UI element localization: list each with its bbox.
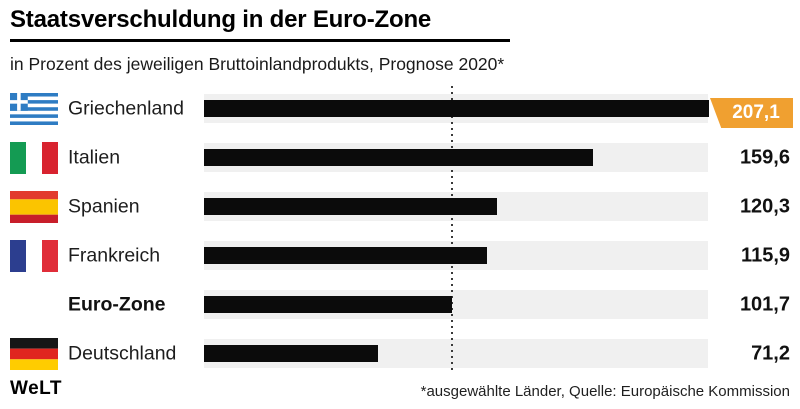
chart-title: Staatsverschuldung in der Euro-Zone <box>10 6 432 33</box>
value-label: 115,9 <box>741 244 790 266</box>
bar <box>204 345 378 362</box>
bar-area <box>204 280 708 329</box>
chart-row: Italien 159,6 <box>0 133 800 182</box>
welt-logo: WeLT <box>10 378 62 399</box>
country-label: Euro-Zone <box>68 293 166 315</box>
bar-area <box>204 84 709 133</box>
bar-area <box>204 329 708 378</box>
germany-flag-icon <box>10 337 58 370</box>
highlight-badge: 207,1 <box>710 98 793 128</box>
value-label: 159,6 <box>739 146 790 168</box>
value-label: 71,2 <box>751 342 790 364</box>
chart-rows: Griechenland 207,1 Italien 159,6 Spanien… <box>0 84 800 378</box>
bar-area <box>204 182 708 231</box>
chart-row: Spanien 120,3 <box>0 182 800 231</box>
chart-row: Euro-Zone 101,7 <box>0 280 800 329</box>
chart-row: Griechenland 207,1 <box>0 84 800 133</box>
country-label: Frankreich <box>68 244 161 266</box>
chart-row: Frankreich 115,9 <box>0 231 800 280</box>
country-label: Griechenland <box>68 97 184 119</box>
source-note: *ausgewählte Länder, Quelle: Europäische… <box>420 383 790 400</box>
greece-flag-icon <box>10 92 58 125</box>
bar <box>204 296 452 313</box>
value-label: 101,7 <box>739 293 790 315</box>
chart-row: Deutschland 71,2 <box>0 329 800 378</box>
chart-subtitle: in Prozent des jeweiligen Bruttoinlandpr… <box>10 54 505 74</box>
country-label: Deutschland <box>68 342 177 364</box>
country-label: Spanien <box>68 195 140 217</box>
bar-area <box>204 133 708 182</box>
italy-flag-icon <box>10 141 58 174</box>
country-label: Italien <box>68 146 121 168</box>
bar <box>204 247 487 264</box>
france-flag-icon <box>10 239 58 272</box>
value-label: 120,3 <box>739 195 790 217</box>
reference-line <box>451 86 453 373</box>
title-underline <box>10 39 510 42</box>
spain-flag-icon <box>10 190 58 223</box>
bar <box>204 100 709 117</box>
bar-area <box>204 231 708 280</box>
bar <box>204 149 594 166</box>
bar <box>204 198 498 215</box>
